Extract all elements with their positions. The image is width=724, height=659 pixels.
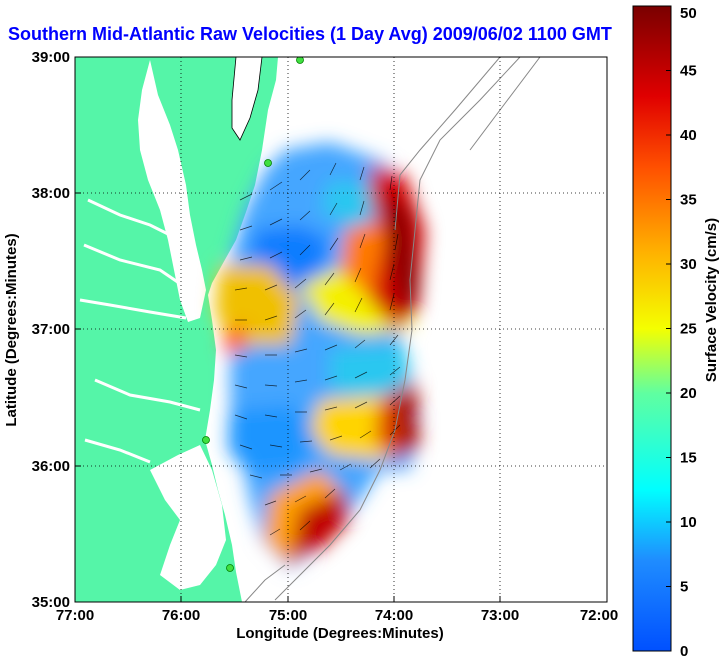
y-axis-label: Latitude (Degrees:Minutes) — [3, 233, 20, 426]
station-marker-4 — [226, 564, 234, 572]
chesapeake-bay — [138, 60, 206, 322]
y-tick-label: 36:00 — [32, 458, 70, 475]
bathymetry-contours — [244, 57, 541, 602]
x-tick-label: 74:00 — [375, 607, 413, 624]
x-tick-label: 75:00 — [269, 607, 307, 624]
radar-stations — [202, 57, 304, 572]
x-axis-label: Longitude (Degrees:Minutes) — [236, 625, 444, 642]
rivers — [79, 198, 201, 464]
map-title: Southern Mid-Atlantic Raw Velocities (1 … — [8, 24, 612, 44]
y-tick-label: 35:00 — [32, 594, 70, 611]
station-marker-1 — [296, 57, 304, 64]
station-marker-3 — [202, 436, 210, 444]
y-tick-label: 38:00 — [32, 185, 70, 202]
y-tick-label: 37:00 — [32, 321, 70, 338]
x-tick-labels: 77:00 76:00 75:00 74:00 73:00 72:00 — [56, 607, 618, 624]
station-marker-2 — [264, 159, 272, 167]
x-tick-label: 73:00 — [481, 607, 519, 624]
velocity-field — [215, 142, 425, 570]
tick-marks — [74, 56, 608, 603]
x-tick-label: 77:00 — [56, 607, 94, 624]
pamlico-sound — [150, 445, 226, 590]
delaware-bay — [232, 57, 262, 140]
y-tick-labels: 39:00 38:00 37:00 36:00 35:00 — [32, 49, 70, 611]
velocity-arrows — [234, 162, 401, 536]
x-tick-label: 76:00 — [162, 607, 200, 624]
y-tick-label: 39:00 — [32, 49, 70, 66]
x-tick-label: 72:00 — [580, 607, 618, 624]
grid-lines — [75, 57, 607, 602]
